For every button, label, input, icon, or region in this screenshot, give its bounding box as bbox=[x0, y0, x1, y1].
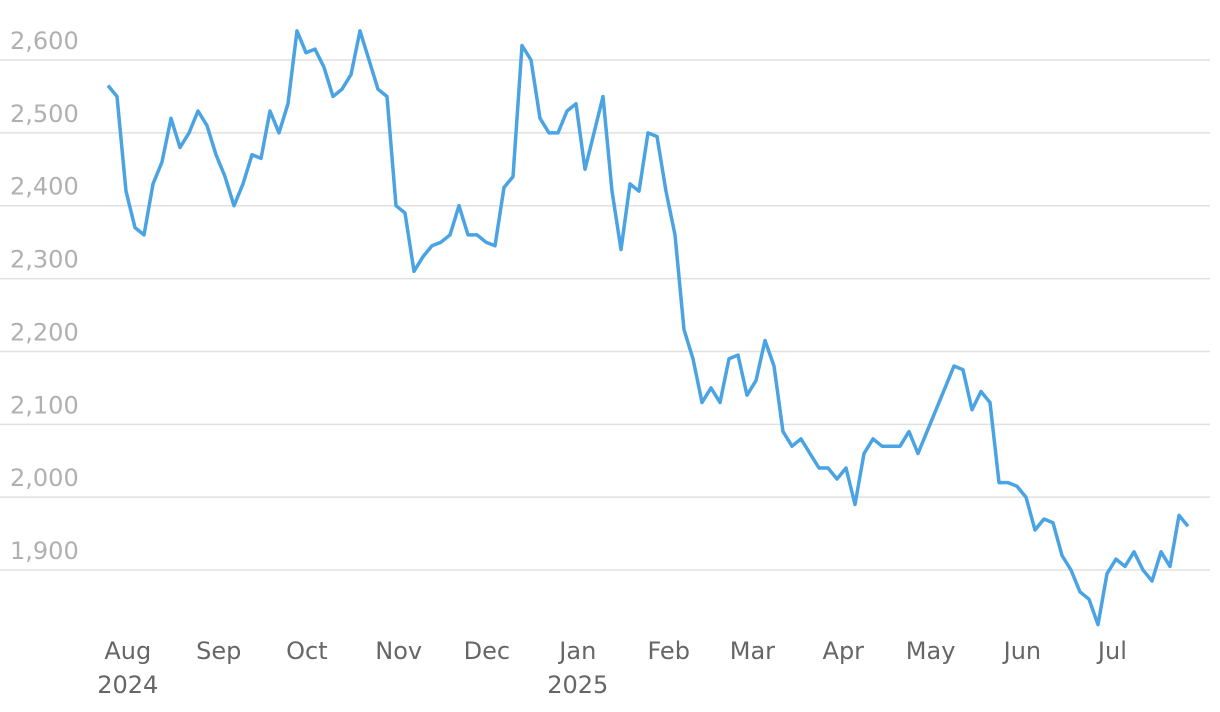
x-tick-label: Oct bbox=[286, 637, 328, 665]
x-tick-label: Aug bbox=[104, 637, 151, 665]
x-tick-label: Dec bbox=[464, 637, 510, 665]
year-label: 2025 bbox=[547, 671, 608, 699]
x-tick-label: Mar bbox=[730, 637, 775, 665]
y-tick-label: 2,300 bbox=[10, 246, 79, 274]
y-tick-label: 1,900 bbox=[10, 537, 79, 565]
y-tick-label: 2,000 bbox=[10, 464, 79, 492]
x-tick-label: Nov bbox=[375, 637, 422, 665]
x-tick-label: Sep bbox=[196, 637, 241, 665]
y-tick-label: 2,100 bbox=[10, 391, 79, 419]
line bbox=[106, 29, 1190, 627]
year-label: 2024 bbox=[97, 671, 158, 699]
x-tick-label: May bbox=[906, 637, 956, 665]
x-tick-label: Apr bbox=[823, 637, 865, 665]
y-tick-label: 2,500 bbox=[10, 100, 79, 128]
x-tick-label: Jul bbox=[1096, 637, 1127, 665]
x-tick-label: Feb bbox=[647, 637, 690, 665]
y-tick-label: 2,600 bbox=[10, 27, 79, 55]
x-tick-label: Jan bbox=[557, 637, 596, 665]
y-tick-label: 2,200 bbox=[10, 318, 79, 346]
y-tick-label: 2,400 bbox=[10, 173, 79, 201]
x-tick-label: Jun bbox=[1002, 637, 1042, 665]
